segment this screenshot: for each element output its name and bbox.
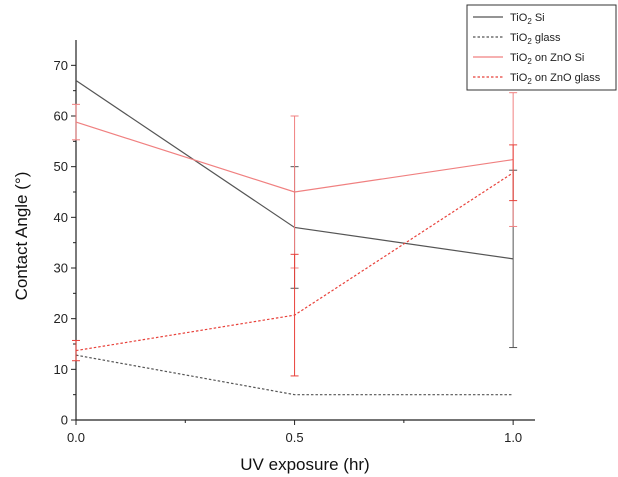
legend-label: TiO2 glass: [510, 32, 561, 46]
axes: 0 10 20 30 40 50 60 70 0.0 0.5 1.0: [54, 40, 535, 445]
y-tick-label: 70: [54, 58, 68, 73]
series-line-1: [75, 354, 514, 396]
error-bars: [72, 92, 518, 377]
legend-label: TiO2 Si: [510, 12, 545, 26]
y-tick-label: 50: [54, 159, 68, 174]
x-tick-label: 1.0: [504, 430, 522, 445]
y-axis-title: Contact Angle (°): [12, 172, 31, 301]
y-tick-label: 60: [54, 109, 68, 124]
y-tick-label: 20: [54, 311, 68, 326]
y-tick-label: 40: [54, 210, 68, 225]
legend-label: TiO2 on ZnO glass: [510, 72, 601, 86]
legend: TiO2 Si TiO2 glass TiO2 on ZnO Si TiO2 on Z…: [466, 4, 617, 91]
y-tick-label: 30: [54, 261, 68, 276]
x-tick-label: 0.0: [67, 430, 85, 445]
x-tick-label: 0.5: [286, 430, 304, 445]
legend-label: TiO2 on ZnO Si: [510, 52, 584, 66]
x-axis-title: UV exposure (hr): [240, 455, 369, 474]
y-tick-label: 0: [61, 413, 68, 428]
y-tick-label: 10: [54, 362, 68, 377]
legend-box: [466, 4, 617, 91]
